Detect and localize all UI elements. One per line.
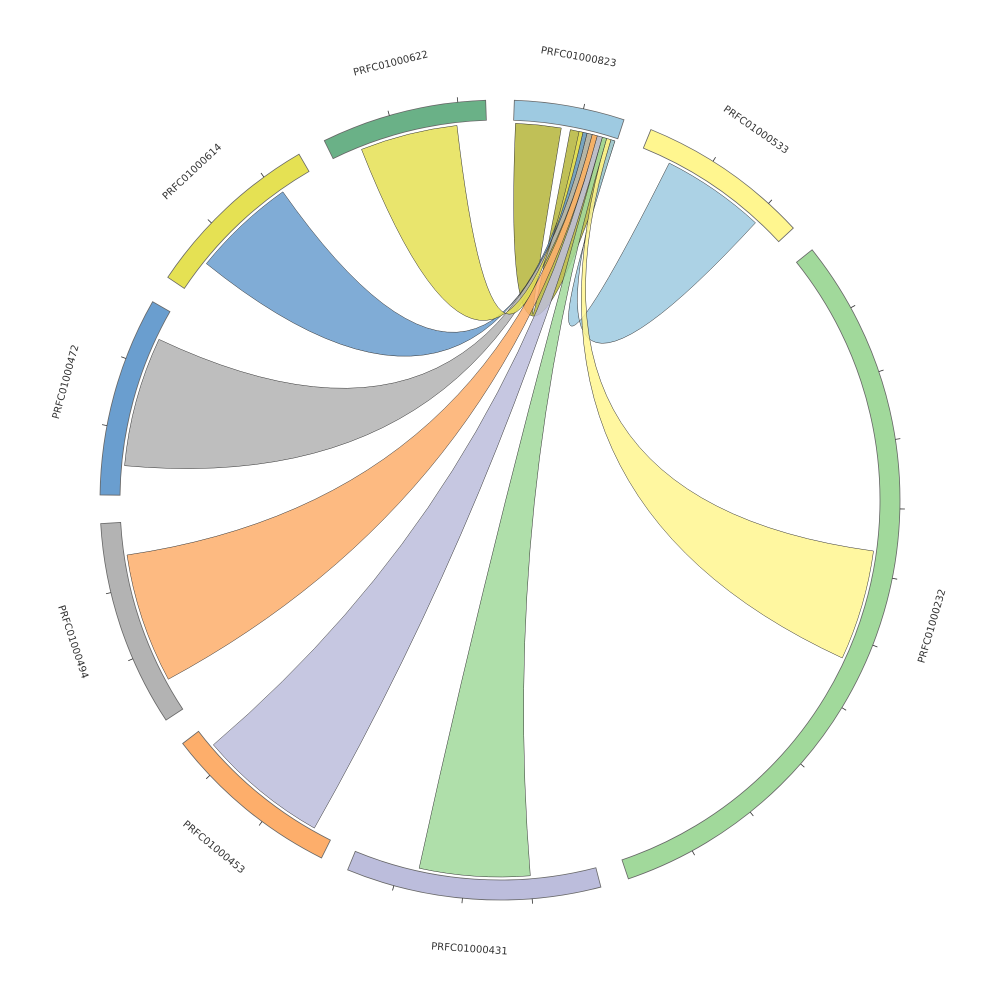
tick-mark: [207, 219, 212, 224]
tick-mark: [101, 424, 108, 426]
tick-mark: [392, 885, 395, 891]
node-label: PRFC01000494: [55, 604, 90, 680]
node-label: PRFC01000453: [180, 819, 246, 876]
tick-mark: [387, 110, 390, 116]
tick-mark: [105, 592, 111, 595]
node-arc: [167, 153, 310, 289]
node-arc: [100, 522, 184, 721]
tick-mark: [872, 644, 878, 648]
node-label: PRFC01000533: [721, 104, 790, 157]
node-arc: [513, 99, 625, 140]
tick-mark: [121, 356, 127, 359]
node-arc: [347, 850, 602, 901]
node-label: PRFC01000614: [161, 142, 224, 202]
tick-mark: [712, 156, 716, 162]
node-label: PRFC01000431: [431, 941, 508, 957]
tick-mark: [258, 821, 263, 826]
node-arc: [99, 301, 171, 496]
node-label: PRFC01000232: [916, 588, 948, 665]
tick-mark: [878, 369, 884, 372]
tick-mark: [800, 763, 805, 768]
tick-mark: [841, 707, 847, 711]
tick-mark: [892, 577, 898, 580]
node-arc: [621, 249, 901, 880]
chord: [581, 138, 874, 659]
tick-mark: [691, 850, 695, 856]
node-label: PRFC01000622: [352, 49, 429, 78]
node-arc: [642, 129, 794, 243]
node-arc: [323, 99, 487, 160]
node-arc: [182, 730, 331, 859]
arcs: [99, 97, 905, 904]
tick-mark: [260, 172, 265, 178]
chords: [124, 123, 874, 878]
tick-mark: [205, 775, 211, 780]
tick-mark: [583, 103, 585, 109]
tick-mark: [895, 438, 901, 440]
tick-mark: [128, 658, 134, 662]
tick-mark: [768, 199, 773, 204]
node-label: PRFC01000472: [51, 344, 82, 421]
chord: [361, 125, 584, 321]
tick-mark: [456, 97, 459, 103]
node-label: PRFC01000823: [540, 45, 617, 69]
tick-mark: [850, 305, 856, 309]
tick-mark: [749, 811, 754, 817]
